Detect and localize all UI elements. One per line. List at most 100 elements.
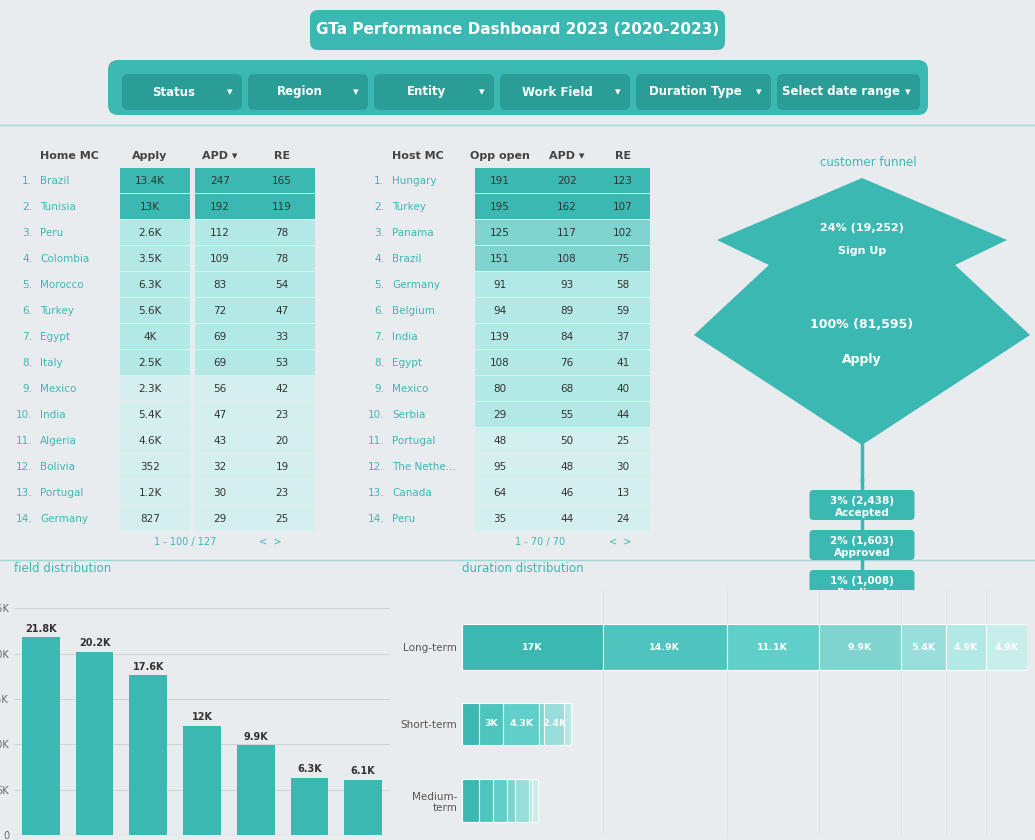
Text: 30: 30 [617, 462, 629, 472]
FancyBboxPatch shape [374, 74, 494, 110]
Text: Turkey: Turkey [40, 306, 73, 316]
Text: 3.5K: 3.5K [139, 254, 161, 264]
Bar [475, 506, 650, 531]
Text: 47: 47 [275, 306, 289, 316]
Bar [819, 624, 900, 670]
Text: 151: 151 [490, 254, 510, 264]
Text: ▾: ▾ [228, 87, 233, 97]
Text: 2.5K: 2.5K [139, 358, 161, 368]
Bar [544, 703, 564, 745]
Bar [475, 376, 650, 401]
Text: 7.: 7. [22, 332, 32, 342]
Text: 93: 93 [560, 280, 573, 290]
Bar [120, 220, 190, 245]
Text: India: India [40, 410, 65, 420]
Text: 9.9K: 9.9K [243, 732, 268, 742]
Text: 108: 108 [491, 358, 510, 368]
Bar [539, 703, 544, 745]
Bar [462, 624, 603, 670]
Text: The Nethe...: The Nethe... [392, 462, 455, 472]
Polygon shape [717, 178, 1007, 310]
Text: Morocco: Morocco [40, 280, 84, 290]
Bar [22, 638, 60, 835]
Text: 46: 46 [560, 488, 573, 498]
Text: Turkey: Turkey [392, 202, 425, 212]
Text: 11.: 11. [367, 436, 384, 446]
Bar [900, 624, 946, 670]
Bar [986, 624, 1027, 670]
Bar [120, 402, 190, 427]
Text: 2.: 2. [374, 202, 384, 212]
Bar [195, 376, 315, 401]
Text: 119: 119 [272, 202, 292, 212]
Bar [195, 220, 315, 245]
Text: 30: 30 [213, 488, 227, 498]
Text: 13.4K: 13.4K [135, 176, 165, 186]
Text: 6.3K: 6.3K [297, 764, 322, 774]
Text: 40: 40 [617, 384, 629, 394]
Bar [478, 703, 503, 745]
Text: 14.: 14. [367, 514, 384, 524]
Text: Work Field: Work Field [522, 86, 592, 98]
Bar [195, 168, 315, 193]
Text: 44: 44 [560, 514, 573, 524]
Text: 14.9K: 14.9K [649, 643, 680, 652]
Text: 32: 32 [213, 462, 227, 472]
FancyBboxPatch shape [310, 10, 724, 50]
Text: 47: 47 [213, 410, 227, 420]
FancyBboxPatch shape [108, 60, 928, 115]
Bar [120, 168, 190, 193]
Bar [120, 324, 190, 349]
Text: 1 - 100 / 127: 1 - 100 / 127 [154, 537, 216, 547]
Text: 44: 44 [617, 410, 629, 420]
Bar [120, 272, 190, 297]
Text: 41: 41 [617, 358, 629, 368]
Text: Peru: Peru [392, 514, 415, 524]
Text: Apply: Apply [132, 151, 168, 161]
Text: 3K: 3K [484, 720, 498, 728]
Text: 83: 83 [213, 280, 227, 290]
Text: 2.6K: 2.6K [139, 228, 161, 238]
Text: 5.: 5. [22, 280, 32, 290]
Bar [120, 246, 190, 271]
Text: 125: 125 [490, 228, 510, 238]
Text: Mexico: Mexico [392, 384, 428, 394]
Text: 1.: 1. [22, 176, 32, 186]
Text: 19: 19 [275, 462, 289, 472]
Text: 13.: 13. [16, 488, 32, 498]
Text: Select date range: Select date range [781, 86, 899, 98]
Bar [507, 780, 515, 822]
Text: 23: 23 [275, 488, 289, 498]
Text: 9.: 9. [22, 384, 32, 394]
FancyBboxPatch shape [777, 74, 920, 110]
Text: 89: 89 [560, 306, 573, 316]
Text: 2% (1,603): 2% (1,603) [830, 536, 894, 546]
Text: 4.9K: 4.9K [954, 643, 978, 652]
Bar [532, 780, 538, 822]
Text: 3% (2,438): 3% (2,438) [830, 496, 894, 506]
Text: 80: 80 [494, 384, 506, 394]
Bar [462, 780, 478, 822]
Text: APD ▾: APD ▾ [550, 151, 585, 161]
Text: 4K: 4K [143, 332, 156, 342]
Text: GTa Performance Dashboard 2023 (2020-2023): GTa Performance Dashboard 2023 (2020-202… [316, 23, 719, 38]
Text: 69: 69 [213, 358, 227, 368]
Text: 3.: 3. [374, 228, 384, 238]
Text: 24% (19,252): 24% (19,252) [820, 223, 904, 234]
Text: 72: 72 [213, 306, 227, 316]
Bar [120, 350, 190, 375]
Text: ▾: ▾ [479, 87, 484, 97]
Bar [120, 298, 190, 323]
Text: 55: 55 [560, 410, 573, 420]
Text: 78: 78 [275, 254, 289, 264]
Bar [493, 780, 507, 822]
Text: 6.1K: 6.1K [351, 766, 376, 776]
Text: Entity: Entity [407, 86, 446, 98]
Text: 48: 48 [494, 436, 506, 446]
Text: 4.9K: 4.9K [995, 643, 1018, 652]
Text: 100% (81,595): 100% (81,595) [810, 318, 914, 331]
Bar [195, 324, 315, 349]
Text: Panama: Panama [392, 228, 434, 238]
Text: 117: 117 [557, 228, 576, 238]
Text: 13K: 13K [140, 202, 160, 212]
